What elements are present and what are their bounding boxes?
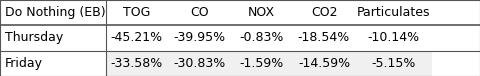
Bar [230,51,293,76]
Bar [230,0,293,25]
Text: -45.21%: -45.21% [111,31,163,45]
Bar [0,0,106,25]
Bar [168,51,230,76]
Bar [106,51,168,76]
Bar [106,0,168,25]
Bar [355,25,432,51]
Text: -39.95%: -39.95% [173,31,225,45]
Bar [168,25,230,51]
Bar [355,51,432,76]
Bar [230,25,293,51]
Text: -10.14%: -10.14% [368,31,420,45]
Text: -0.83%: -0.83% [240,31,284,45]
Text: Friday: Friday [5,57,43,70]
Bar [0,25,106,51]
Text: Do Nothing (EB): Do Nothing (EB) [5,6,106,19]
Text: -18.54%: -18.54% [298,31,350,45]
Text: -5.15%: -5.15% [372,57,416,70]
Bar [293,25,355,51]
Text: Thursday: Thursday [5,31,63,45]
Bar [106,25,168,51]
Bar [293,0,355,25]
Text: CO: CO [190,6,208,19]
Bar [355,0,432,25]
Bar [293,51,355,76]
Bar [168,0,230,25]
Text: -1.59%: -1.59% [240,57,284,70]
Text: Particulates: Particulates [357,6,431,19]
Text: NOX: NOX [248,6,275,19]
Text: -33.58%: -33.58% [111,57,163,70]
Text: TOG: TOG [123,6,151,19]
Text: CO2: CO2 [311,6,337,19]
Text: -30.83%: -30.83% [173,57,225,70]
Bar [0,51,106,76]
Text: -14.59%: -14.59% [298,57,350,70]
